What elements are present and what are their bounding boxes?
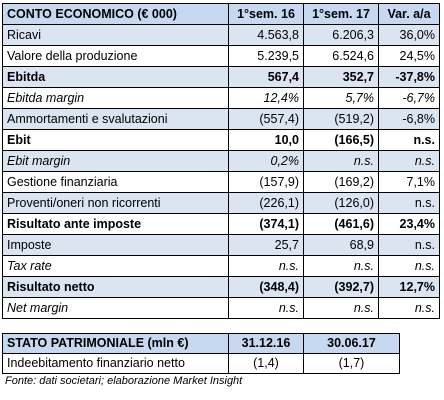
row-label: Ebitda margin (2, 87, 229, 109)
row-value-h1-2017: 68,9 (303, 234, 379, 256)
row-label: Proventi/oneri non ricorrenti (2, 192, 229, 214)
row-value-h1-2017: (166,5) (303, 129, 379, 151)
row-value-var: -6,8% (378, 108, 440, 130)
row-value-h1-2016: 567,4 (228, 66, 304, 88)
table-row: Tax rate n.s. n.s. n.s. (2, 255, 440, 277)
row-value-h1-2017: (392,7) (303, 276, 379, 298)
row-label: Risultato netto (2, 276, 229, 298)
sp-row-label: Indeebitamento finanziario netto (2, 353, 229, 374)
row-value-h1-2017: 5,7% (303, 87, 379, 109)
row-value-h1-2017: 352,7 (303, 66, 379, 88)
row-value-h1-2016: 25,7 (228, 234, 304, 256)
row-label: Risultato ante imposte (2, 213, 229, 235)
conto-economico-header-row: CONTO ECONOMICO (€ 000) 1°sem. 16 1°sem.… (2, 3, 440, 25)
row-value-h1-2016: 5.239,5 (228, 45, 304, 67)
stato-patrimoniale-table: STATO PATRIMONIALE (mln €) 31.12.16 30.0… (2, 333, 400, 374)
row-value-h1-2016: n.s. (228, 297, 304, 319)
table-row: Imposte 25,7 68,9 n.s. (2, 234, 440, 256)
row-label: Net margin (2, 297, 229, 319)
row-value-h1-2016: (557,4) (228, 108, 304, 130)
row-value-var: n.s. (378, 234, 440, 256)
stato-patrimoniale-header-row: STATO PATRIMONIALE (mln €) 31.12.16 30.0… (2, 333, 400, 354)
row-label: Gestione finanziaria (2, 171, 229, 193)
table-row: Ebitda margin 12,4% 5,7% -6,7% (2, 87, 440, 109)
table-row: Risultato ante imposte (374,1) (461,6) 23,4… (2, 213, 440, 235)
row-label: Ammortamenti e svalutazioni (2, 108, 229, 130)
row-value-h1-2016: (226,1) (228, 192, 304, 214)
row-value-h1-2017: (126,0) (303, 192, 379, 214)
source-note: Fonte: dati societari; elaborazione Mark… (5, 375, 243, 387)
table-row: Valore della produzione 5.239,5 6.524,6 24,… (2, 45, 440, 67)
row-value-var: n.s. (378, 255, 440, 277)
row-value-h1-2016: 4.563,8 (228, 24, 304, 46)
sp-header-title: STATO PATRIMONIALE (mln €) (2, 333, 229, 354)
sp-row-value-1: (1,4) (228, 353, 304, 374)
sp-row: Indeebitamento finanziario netto (1,4) (… (2, 353, 400, 374)
row-value-h1-2017: n.s. (303, 297, 379, 319)
table-row: Ebit margin 0,2% n.s. n.s. (2, 150, 440, 172)
table-row: Proventi/oneri non ricorrenti (226,1) (126… (2, 192, 440, 214)
sp-header-date-1: 31.12.16 (228, 333, 304, 354)
row-value-h1-2016: n.s. (228, 255, 304, 277)
row-label: Ricavi (2, 24, 229, 46)
row-value-h1-2017: 6.524,6 (303, 45, 379, 67)
row-label: Tax rate (2, 255, 229, 277)
table-row: Ebitda 567,4 352,7 -37,8% (2, 66, 440, 88)
row-label: Ebit margin (2, 150, 229, 172)
row-value-var: -6,7% (378, 87, 440, 109)
conto-economico-table: CONTO ECONOMICO (€ 000) 1°sem. 16 1°sem.… (2, 3, 440, 319)
row-value-h1-2017: n.s. (303, 255, 379, 277)
row-label: Ebitda (2, 66, 229, 88)
table-row: Gestione finanziaria (157,9) (169,2) 7,1% (2, 171, 440, 193)
conto-economico-body: CONTO ECONOMICO (€ 000) 1°sem. 16 1°sem.… (2, 3, 440, 319)
row-value-var: 36,0% (378, 24, 440, 46)
row-value-h1-2017: (519,2) (303, 108, 379, 130)
row-value-h1-2016: 0,2% (228, 150, 304, 172)
row-value-var: 23,4% (378, 213, 440, 235)
table-row: Risultato netto (348,4) (392,7) 12,7% (2, 276, 440, 298)
row-value-var: 7,1% (378, 171, 440, 193)
header-h1-2017: 1°sem. 17 (303, 3, 379, 25)
sp-header-date-2: 30.06.17 (303, 333, 400, 354)
row-value-var: n.s. (378, 129, 440, 151)
table-row: Ricavi 4.563,8 6.206,3 36,0% (2, 24, 440, 46)
row-value-var: n.s. (378, 192, 440, 214)
header-title: CONTO ECONOMICO (€ 000) (2, 3, 229, 25)
row-value-var: 12,7% (378, 276, 440, 298)
row-value-h1-2017: (461,6) (303, 213, 379, 235)
row-label: Ebit (2, 129, 229, 151)
row-value-var: n.s. (378, 297, 440, 319)
row-value-h1-2016: 12,4% (228, 87, 304, 109)
row-value-h1-2017: n.s. (303, 150, 379, 172)
row-value-h1-2016: (348,4) (228, 276, 304, 298)
row-label: Valore della produzione (2, 45, 229, 67)
sp-row-value-2: (1,7) (303, 353, 400, 374)
table-row: Ebit 10,0 (166,5) n.s. (2, 129, 440, 151)
table-row: Net margin n.s. n.s. n.s. (2, 297, 440, 319)
row-value-var: 24,5% (378, 45, 440, 67)
row-value-h1-2016: (157,9) (228, 171, 304, 193)
row-value-h1-2016: (374,1) (228, 213, 304, 235)
header-var: Var. a/a (378, 3, 440, 25)
table-row: Ammortamenti e svalutazioni (557,4) (519,2… (2, 108, 440, 130)
row-value-var: -37,8% (378, 66, 440, 88)
row-value-var: n.s. (378, 150, 440, 172)
row-label: Imposte (2, 234, 229, 256)
row-value-h1-2016: 10,0 (228, 129, 304, 151)
row-value-h1-2017: 6.206,3 (303, 24, 379, 46)
row-value-h1-2017: (169,2) (303, 171, 379, 193)
header-h1-2016: 1°sem. 16 (228, 3, 304, 25)
